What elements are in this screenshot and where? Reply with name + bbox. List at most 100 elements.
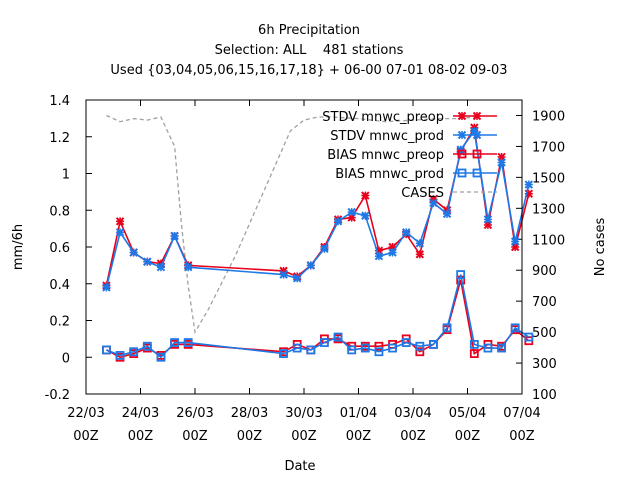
x-tick-label-time: 00Z xyxy=(509,429,535,444)
y2-tick-label: 700 xyxy=(532,295,557,310)
legend: STDV mnwc_preop STDV mnwc_prod BIAS mnwc_p… xyxy=(322,110,497,201)
legend-marker xyxy=(472,111,482,121)
data-point xyxy=(442,209,452,219)
y2-tick-label: 1500 xyxy=(532,171,565,186)
y-tick-label: 0.8 xyxy=(49,204,70,219)
chart-title: 6h Precipitation xyxy=(258,23,360,38)
legend-label: STDV mnwc_preop xyxy=(322,110,444,125)
legend-label: BIAS mnwc_prod xyxy=(335,167,444,182)
y2-tick-label: 1100 xyxy=(532,233,565,248)
legend-marker xyxy=(472,130,482,140)
plot-frame xyxy=(85,99,523,395)
y-tick-label: 1 xyxy=(62,168,70,183)
legend-label: CASES xyxy=(401,186,444,201)
data-point xyxy=(115,217,125,226)
data-point xyxy=(429,198,438,208)
data-point xyxy=(469,339,479,349)
x-tick-label: 26/03 xyxy=(176,406,213,421)
y2-tick-label: 300 xyxy=(532,357,557,372)
x-tick-label: 28/03 xyxy=(231,406,268,421)
x-tick-label-time: 00Z xyxy=(400,429,426,444)
data-point xyxy=(388,343,397,353)
data-point xyxy=(415,239,425,248)
data-point xyxy=(143,257,152,266)
y2-tick-label: 500 xyxy=(532,326,557,341)
data-point xyxy=(374,341,384,351)
data-point xyxy=(306,345,316,355)
y2-tick-label: 1300 xyxy=(532,202,565,217)
y-tick-label: -0.2 xyxy=(45,388,70,403)
data-point xyxy=(102,345,111,355)
data-point xyxy=(497,343,506,353)
data-point xyxy=(170,231,179,241)
series-layer xyxy=(102,114,534,362)
data-point xyxy=(456,270,466,279)
data-point xyxy=(333,332,343,342)
x-tick-label-time: 00Z xyxy=(455,429,481,444)
chart-subtitle-2: Used {03,04,05,06,15,16,17,18} + 06-00 0… xyxy=(110,63,507,78)
y-tick-label: 0.4 xyxy=(49,278,70,293)
data-point xyxy=(183,263,193,272)
y-axis-label: mm/6h xyxy=(11,224,26,270)
y2-axis-label: No cases xyxy=(593,218,608,277)
legend-label: STDV mnwc_prod xyxy=(330,129,444,144)
y-tick-label: 1.2 xyxy=(49,131,70,146)
x-tick-label: 22/03 xyxy=(67,406,104,421)
data-point xyxy=(115,228,125,237)
x-tick-label: 01/04 xyxy=(340,406,377,421)
data-point xyxy=(442,323,452,333)
data-point xyxy=(361,211,370,220)
legend-marker xyxy=(472,168,482,178)
data-point xyxy=(510,237,520,246)
series-2 xyxy=(102,275,534,362)
data-point xyxy=(415,250,425,259)
legend-marker xyxy=(457,149,467,159)
legend-marker xyxy=(457,111,467,121)
y-tick-label: 0 xyxy=(62,351,70,366)
legend-marker xyxy=(457,168,467,178)
data-point xyxy=(320,338,329,347)
legend-marker xyxy=(457,130,467,140)
data-point xyxy=(183,338,193,347)
data-point xyxy=(170,338,179,347)
series-line xyxy=(106,114,475,335)
y2-tick-label: 1900 xyxy=(532,109,565,124)
data-point xyxy=(156,352,166,362)
data-point xyxy=(401,228,411,237)
data-point xyxy=(129,347,139,357)
y2-tick-label: 900 xyxy=(532,264,557,279)
data-point xyxy=(347,345,357,355)
x-tick-label-time: 00Z xyxy=(237,429,263,444)
data-point xyxy=(415,347,425,357)
data-point xyxy=(102,283,111,292)
x-tick-label-time: 00Z xyxy=(346,429,372,444)
series-4 xyxy=(106,114,475,335)
data-point xyxy=(361,191,370,200)
legend-label: BIAS mnwc_preop xyxy=(327,148,444,163)
series-0 xyxy=(102,123,534,290)
y-tick-label: 1.4 xyxy=(49,94,70,109)
y-tick-label: 0.6 xyxy=(49,241,70,256)
chart-subtitle: Selection: ALL 481 stations xyxy=(215,43,404,58)
axis-ticks: 22/03 00Z 24/03 00Z 26/03 00Z 28/03 00Z 30/03 00Z… xyxy=(45,94,565,444)
x-tick-label-time: 00Z xyxy=(291,429,317,444)
data-point xyxy=(524,180,534,189)
y-tick-label: 0.2 xyxy=(49,315,70,330)
y2-tick-label: 100 xyxy=(532,388,557,403)
x-axis-label: Date xyxy=(284,459,315,474)
x-tick-label: 07/04 xyxy=(503,406,540,421)
y2-tick-label: 1700 xyxy=(532,140,565,155)
data-point xyxy=(292,274,302,283)
x-tick-label: 05/04 xyxy=(449,406,486,421)
data-point xyxy=(374,251,384,261)
data-point xyxy=(374,347,384,357)
series-line xyxy=(106,274,530,359)
data-point xyxy=(292,343,302,353)
data-point xyxy=(429,339,438,349)
x-tick-label-time: 00Z xyxy=(128,429,154,444)
data-point xyxy=(415,341,425,351)
data-point xyxy=(347,207,356,217)
legend-marker xyxy=(472,149,482,159)
data-point xyxy=(306,261,316,270)
